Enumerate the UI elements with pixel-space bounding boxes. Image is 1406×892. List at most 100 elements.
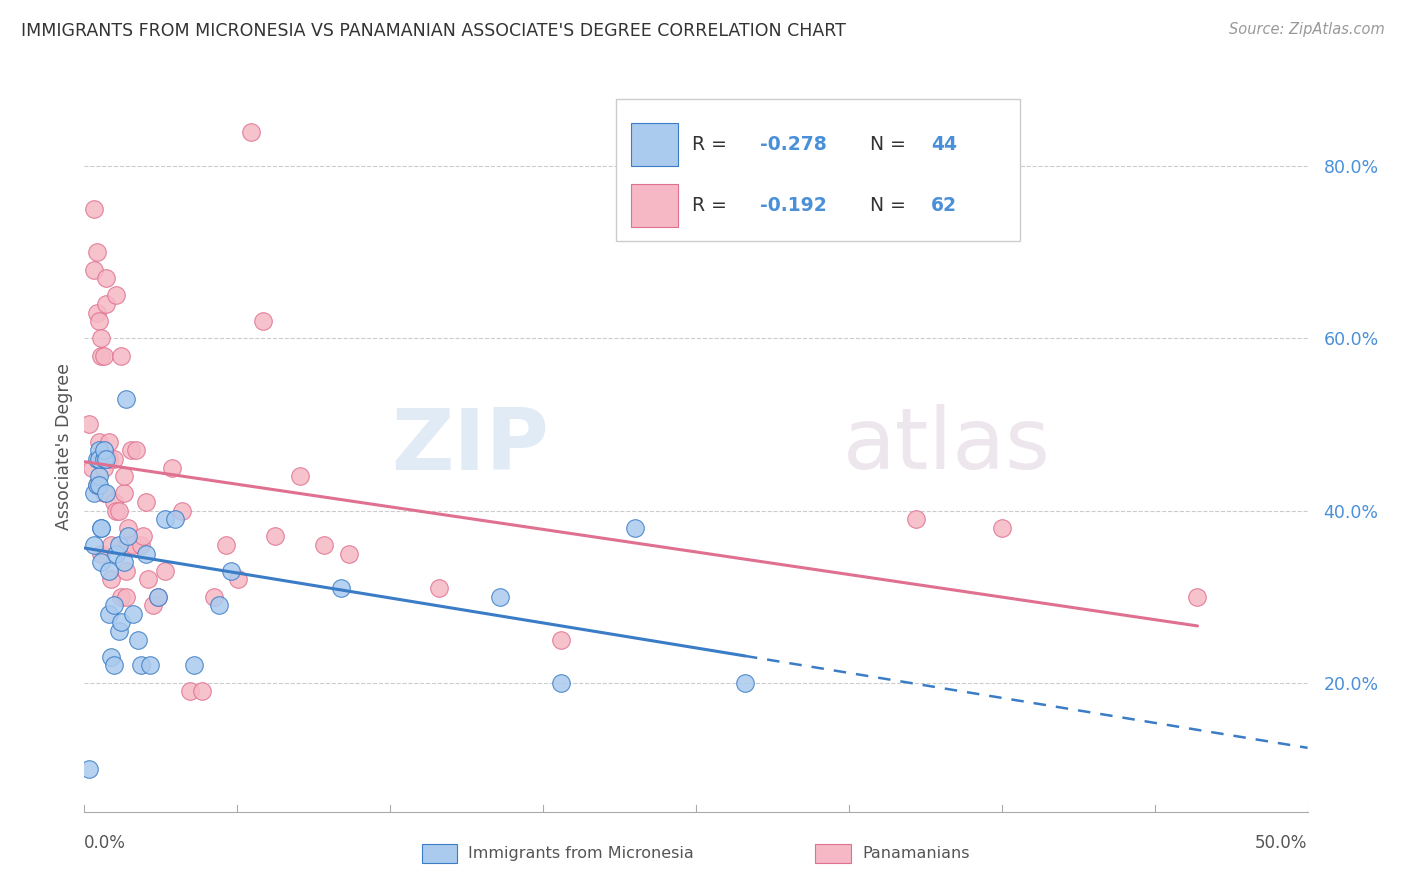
Point [103,658,125,673]
Point [110,349,132,363]
Point [117,521,139,535]
Y-axis label: Associate's Degree: Associate's Degree [55,362,73,530]
Point [252,314,274,328]
Point [132,529,155,543]
Point [112,469,135,483]
FancyBboxPatch shape [631,123,678,166]
Text: Source: ZipAtlas.com: Source: ZipAtlas.com [1229,22,1385,37]
Point [93,443,115,458]
Text: 0.0%: 0.0% [84,834,127,852]
Text: R =: R = [692,135,733,153]
Point [86,477,108,491]
Point [86,305,108,319]
Point [489,590,512,604]
Point [107,624,129,638]
Point [96,271,118,285]
Point [90,521,112,535]
Point [905,512,928,526]
Point [337,547,360,561]
Text: ZIP: ZIP [391,404,550,488]
Point [330,581,353,595]
Point [135,547,157,561]
Text: 62: 62 [931,196,957,215]
Point [117,538,139,552]
Point [115,392,138,406]
Point [264,529,287,543]
Point [87,434,110,449]
Point [87,314,110,328]
Point [146,590,169,604]
Text: R =: R = [692,196,733,215]
Point [219,564,242,578]
Point [93,349,115,363]
Point [103,598,125,612]
Point [105,503,128,517]
Point [179,684,201,698]
Point [127,632,149,647]
Point [90,547,112,561]
Point [117,529,139,543]
Text: N =: N = [870,196,911,215]
Point [100,649,122,664]
Point [96,451,118,466]
Point [122,607,145,621]
Point [80,460,103,475]
Point [105,288,128,302]
Point [86,477,108,491]
Point [1187,590,1209,604]
Point [93,451,115,466]
Point [112,555,135,569]
Text: atlas: atlas [842,404,1050,488]
FancyBboxPatch shape [631,184,678,227]
Point [90,555,112,569]
FancyBboxPatch shape [616,99,1021,241]
Point [96,297,118,311]
Point [83,262,105,277]
Text: 50.0%: 50.0% [1256,834,1308,852]
Point [129,658,152,673]
Point [228,573,250,587]
Point [90,521,112,535]
Point [100,538,122,552]
Point [90,349,112,363]
Text: 44: 44 [931,135,957,153]
Point [215,538,238,552]
Point [172,503,194,517]
Point [97,607,120,621]
Point [115,564,138,578]
Text: N =: N = [870,135,911,153]
Point [183,658,205,673]
Point [139,658,162,673]
Point [110,615,132,630]
Point [191,684,214,698]
Point [129,538,152,552]
Text: -0.192: -0.192 [759,196,827,215]
Point [107,538,129,552]
Point [97,564,120,578]
Point [135,495,157,509]
Point [153,512,176,526]
Point [93,486,115,500]
Point [103,495,125,509]
Point [90,331,112,345]
Point [97,434,120,449]
Point [77,417,100,432]
Point [107,503,129,517]
Point [624,521,647,535]
Point [734,675,756,690]
Point [550,675,572,690]
Point [87,451,110,466]
Text: Immigrants from Micronesia: Immigrants from Micronesia [468,847,695,861]
Point [115,590,138,604]
Point [83,486,105,500]
Point [120,443,142,458]
Point [112,486,135,500]
Point [142,598,165,612]
Point [87,477,110,491]
Point [162,460,184,475]
Point [83,538,105,552]
Point [105,547,128,561]
Point [427,581,450,595]
Point [163,512,186,526]
Point [125,443,148,458]
